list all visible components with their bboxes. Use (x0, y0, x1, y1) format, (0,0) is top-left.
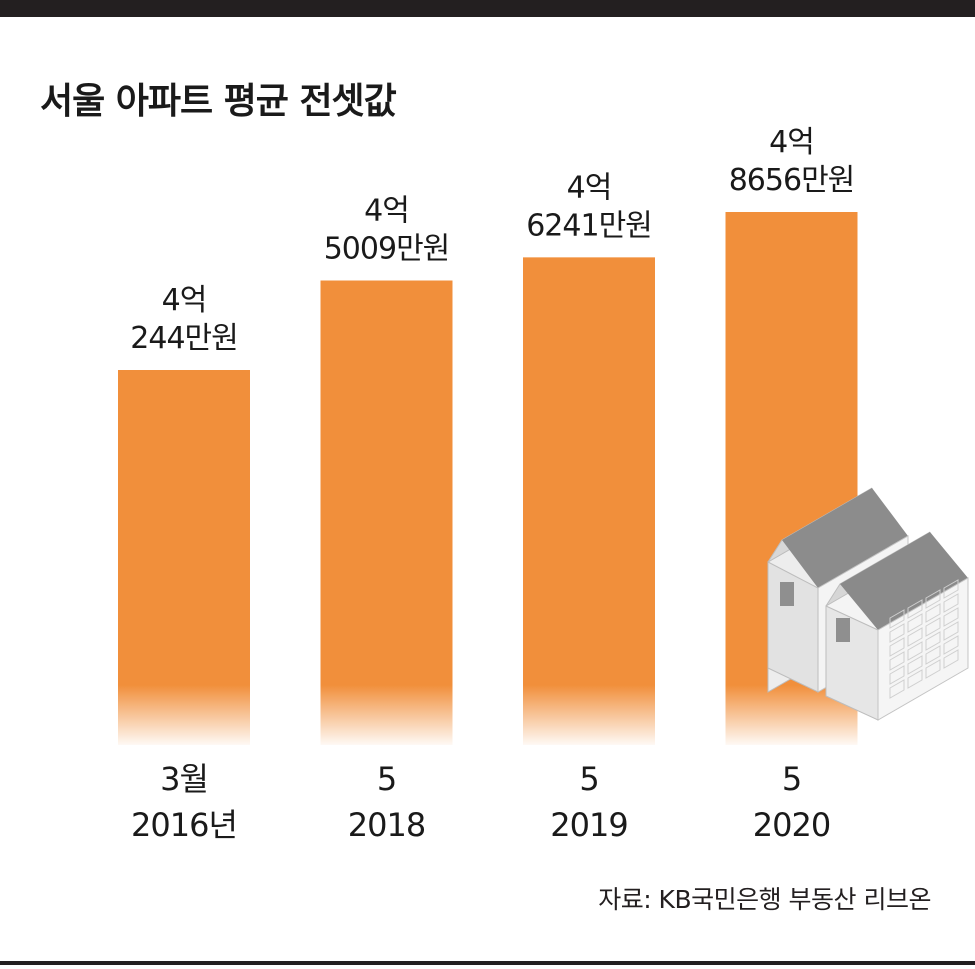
value-label-0-line2: 244만원 (130, 321, 237, 356)
bottom-rule (0, 961, 975, 965)
building-window (907, 613, 923, 633)
building-window (907, 655, 923, 675)
value-label-1-line2: 5009만원 (324, 232, 450, 267)
building-window (943, 579, 959, 599)
category-label-1-line2: 2018 (348, 806, 425, 844)
building-window (943, 607, 959, 627)
category-label-2-line1: 5 (579, 760, 598, 798)
bar-1 (320, 280, 453, 745)
chart-title: 서울 아파트 평균 전셋값 (40, 81, 397, 122)
bar-2 (523, 257, 655, 745)
building-window (925, 659, 941, 679)
bar-fade-0 (118, 685, 250, 745)
building-window (943, 649, 959, 669)
apartment-building-icon (767, 487, 969, 721)
source-note: 자료: KB국민은행 부동산 리브온 (598, 885, 931, 914)
building-window (925, 617, 941, 637)
building-window (889, 665, 905, 685)
value-label-2-line2: 6241만원 (526, 208, 652, 243)
building-window (889, 637, 905, 657)
building-window (925, 631, 941, 651)
bars-group (118, 212, 858, 745)
labels-group: 4억244만원3월2016년4억5009만원520184억6241만원52019… (130, 125, 855, 844)
category-label-3-line1: 5 (782, 760, 801, 798)
building-window (889, 679, 905, 699)
building-window (907, 599, 923, 619)
bar-0 (118, 370, 250, 745)
building-window (925, 589, 941, 609)
category-label-0-line1: 3월 (160, 760, 208, 798)
bar-fade-2 (523, 685, 655, 745)
building-window (943, 621, 959, 641)
bar-fade-1 (320, 685, 453, 745)
building-window (889, 651, 905, 671)
value-label-1-line1: 4억 (364, 194, 409, 229)
building-window (925, 603, 941, 623)
value-label-3-line1: 4억 (769, 125, 814, 160)
value-label-3-line2: 8656만원 (729, 163, 855, 198)
value-label-2-line1: 4억 (567, 170, 612, 205)
category-label-3-line2: 2020 (753, 806, 830, 844)
building-window (907, 627, 923, 647)
building-window (907, 669, 923, 689)
building-window (943, 593, 959, 613)
category-label-1-line1: 5 (377, 760, 396, 798)
building-window (889, 609, 905, 629)
building-window (907, 641, 923, 661)
building-window (889, 623, 905, 643)
category-label-0-line2: 2016년 (131, 806, 237, 844)
building-window (925, 645, 941, 665)
building-window (943, 635, 959, 655)
top-rule (0, 0, 975, 17)
category-label-2-line2: 2019 (550, 806, 627, 844)
value-label-0-line1: 4억 (162, 283, 207, 318)
